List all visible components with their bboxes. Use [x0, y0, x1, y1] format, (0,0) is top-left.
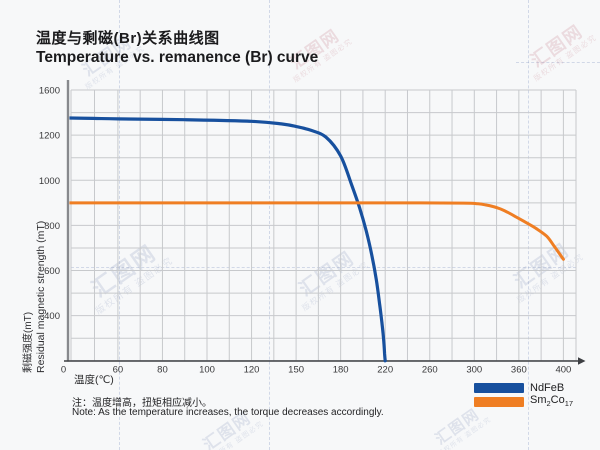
- x-tick-label: 0: [61, 365, 66, 376]
- watermark-dashed-line: [516, 62, 600, 63]
- note-zh: 注：温度增高，扭矩相应减小。: [72, 398, 212, 409]
- ndfeb-curve: [69, 116, 387, 363]
- x-tick-label: 300: [466, 365, 482, 376]
- ndfeb-swatch: [474, 383, 524, 393]
- sm2co17-curve: [69, 201, 565, 261]
- x-tick-label: 260: [422, 365, 438, 376]
- chart-title-en: Temperature vs. remanence (Br) curve: [36, 49, 319, 66]
- x-tick-label: 100: [199, 365, 215, 376]
- sm2co17-swatch: [474, 397, 524, 407]
- legend-item-ndfeb: NdFeB: [474, 382, 573, 394]
- y-tick-label: 1200: [39, 131, 60, 142]
- ndfeb-label: NdFeB: [530, 382, 565, 394]
- watermark-dashed-line: [71, 267, 576, 268]
- x-tick-label: 80: [157, 365, 168, 376]
- x-axis-title: 温度(℃): [74, 374, 114, 386]
- x-tick-label: 220: [377, 365, 393, 376]
- x-tick-labels: 0 60 80 100 120 150 180 220 260 300 360 400: [61, 365, 571, 376]
- y-tick-label: 400: [44, 311, 60, 322]
- x-tick-label: 150: [288, 365, 304, 376]
- y-tick-labels: 400 600 800 1000 1200 1600: [39, 86, 60, 323]
- x-tick-label: 360: [511, 365, 527, 376]
- grid: [70, 89, 577, 362]
- note-en: Note: As the temperature increases, the …: [72, 407, 384, 418]
- legend: NdFeB Sm2Co17: [474, 383, 573, 411]
- curves: [69, 116, 565, 363]
- x-tick-label: 120: [244, 365, 260, 376]
- x-tick-label: 180: [333, 365, 349, 376]
- y-tick-label: 800: [44, 221, 60, 232]
- x-tick-label: 400: [555, 365, 571, 376]
- y-tick-label: 1000: [39, 176, 60, 187]
- x-axis-arrowhead-icon: [578, 357, 586, 365]
- sm2co17-label: Sm2Co17: [530, 393, 574, 409]
- legend-item-sm2co17: Sm2Co17: [474, 393, 574, 409]
- x-tick-label: 60: [113, 365, 124, 376]
- y-tick-label: 600: [44, 266, 60, 277]
- chart-title-zh: 温度与剩磁(Br)关系曲线图: [36, 30, 220, 47]
- y-tick-label: 1600: [39, 86, 60, 97]
